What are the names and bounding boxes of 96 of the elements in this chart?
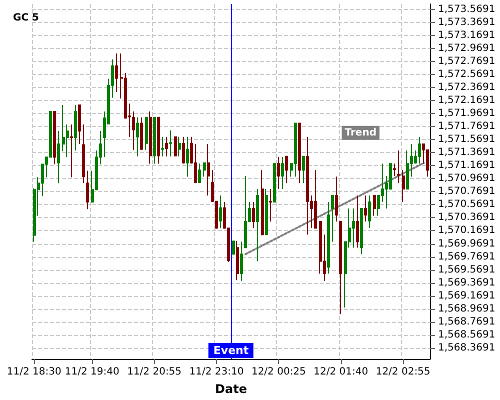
candlestick xyxy=(368,195,371,229)
candlestick xyxy=(352,208,355,248)
y-tick-label: 1,568.5691 xyxy=(438,329,496,340)
candlestick xyxy=(269,188,272,222)
x-tick-label: 12/2 01:40 xyxy=(314,366,368,378)
candlestick xyxy=(203,162,206,178)
candlestick xyxy=(281,156,284,190)
x-axis-title: Date xyxy=(215,382,247,396)
candlestick xyxy=(53,110,56,165)
y-tick-label: 1,572.7691 xyxy=(438,56,496,67)
y-tick-label: 1,570.1691 xyxy=(438,225,496,236)
candlestick xyxy=(236,240,239,281)
candlestick xyxy=(186,136,189,178)
candlestick xyxy=(132,110,135,150)
candlestick xyxy=(356,195,359,248)
y-tick-label: 1,569.7691 xyxy=(438,251,496,262)
y-tick-label: 1,569.9691 xyxy=(438,238,496,250)
candlestick xyxy=(360,208,363,255)
annotation: Event xyxy=(208,343,254,358)
y-tick-label: 1,569.5691 xyxy=(438,264,496,276)
y-tick-label: 1,570.9691 xyxy=(438,173,496,184)
y-tick-label: 1,568.3691 xyxy=(438,342,496,354)
candlestick xyxy=(149,110,152,164)
y-tick-label: 1,573.1691 xyxy=(438,30,496,41)
candlestick xyxy=(178,136,181,157)
y-tick-label: 1,572.1691 xyxy=(438,94,496,106)
candlestick xyxy=(115,53,118,92)
candlestick xyxy=(174,136,177,157)
candlestick xyxy=(294,122,297,178)
y-tick-label: 1,572.5691 xyxy=(438,68,496,80)
candlestick xyxy=(240,241,243,282)
candlestick xyxy=(402,170,405,203)
y-tick-label: 1,571.7691 xyxy=(438,121,496,132)
y-tick-label: 1,571.3691 xyxy=(438,147,496,158)
candlestick xyxy=(273,163,276,203)
candlestick xyxy=(57,130,60,184)
candlestick xyxy=(331,195,334,242)
candlestick xyxy=(298,122,301,184)
candlestick xyxy=(182,136,185,164)
y-tick-label: 1,568.7691 xyxy=(438,316,496,328)
candlestick xyxy=(161,136,164,157)
y-tick-label: 1,571.9691 xyxy=(438,108,496,119)
candlestick xyxy=(74,104,77,152)
candlestick xyxy=(82,124,85,184)
y-tick-label: 1,571.1691 xyxy=(438,160,496,172)
candlestick xyxy=(232,240,235,255)
y-tick-label: 1,573.5691 xyxy=(438,4,496,15)
candlestick xyxy=(364,195,367,222)
x-tick-label: 11/2 18:30 xyxy=(6,366,62,378)
y-tick-label: 1,572.9691 xyxy=(438,42,496,54)
candlestick xyxy=(327,202,330,274)
y-tick-label: 1,568.9691 xyxy=(438,303,496,314)
candlestick xyxy=(418,136,421,164)
candlestick xyxy=(393,163,396,176)
x-tick-label: 11/2 19:40 xyxy=(64,366,120,378)
y-tick-label: 1,569.3691 xyxy=(438,277,496,288)
candlestick xyxy=(252,202,255,229)
candlestick xyxy=(373,195,376,216)
y-tick-label: 1,572.3691 xyxy=(438,82,496,93)
x-tick-label: 11/2 23:10 xyxy=(189,366,244,378)
candlestick xyxy=(335,176,338,222)
candlestick xyxy=(136,116,139,157)
y-tick-label: 1,570.3691 xyxy=(438,212,496,224)
candlestick xyxy=(261,170,264,236)
y-tick-label: 1,571.5691 xyxy=(438,134,496,146)
candlestick xyxy=(78,104,81,145)
candlestick xyxy=(219,195,222,229)
x-tick-label: 11/2 20:55 xyxy=(127,366,182,378)
candlestick xyxy=(397,150,400,184)
y-tick-label: 1,573.3691 xyxy=(438,16,496,28)
candlestick xyxy=(285,156,288,184)
y-tick-label: 1,570.5691 xyxy=(438,199,496,210)
candlestick xyxy=(339,221,342,315)
candlestick xyxy=(277,156,280,190)
candlestick xyxy=(157,116,160,164)
candlestick xyxy=(165,136,168,157)
y-tick-label: 1,569.1691 xyxy=(438,290,496,302)
candlestick xyxy=(153,116,156,164)
candlestick xyxy=(244,175,247,248)
candlestick xyxy=(198,163,201,184)
candlestick xyxy=(207,144,210,196)
candlestick xyxy=(70,124,73,178)
candlestick xyxy=(256,188,259,262)
x-tick-label: 12/2 02:55 xyxy=(376,366,430,378)
candlestick xyxy=(140,116,143,150)
candlestick xyxy=(86,170,89,210)
candlestick xyxy=(314,170,317,229)
x-tick-label: 12/2 00:25 xyxy=(251,366,306,378)
text: Trend xyxy=(344,127,376,138)
candlestick xyxy=(306,136,309,236)
candlestick xyxy=(169,130,172,157)
candlestick xyxy=(302,156,305,184)
candlestick xyxy=(265,188,268,236)
y-tick-label: 1,570.7691 xyxy=(438,186,496,198)
text: GC 5 xyxy=(13,12,40,24)
candlestick xyxy=(145,116,148,150)
